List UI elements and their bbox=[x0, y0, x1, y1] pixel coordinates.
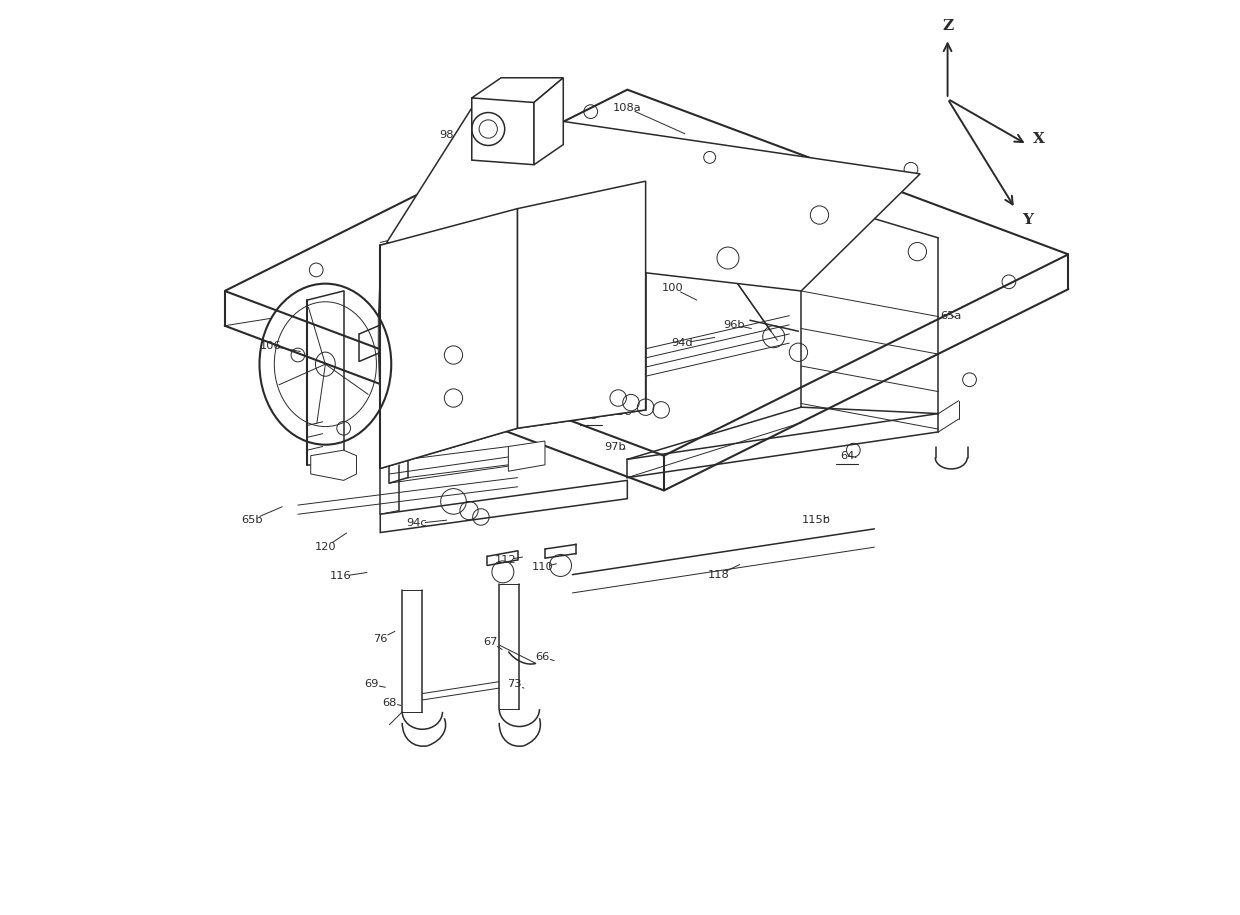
Text: 66: 66 bbox=[536, 652, 549, 662]
Text: 64: 64 bbox=[839, 451, 854, 460]
Polygon shape bbox=[381, 480, 627, 533]
Text: 97b: 97b bbox=[605, 442, 626, 451]
Text: 58: 58 bbox=[584, 412, 598, 421]
Text: 106: 106 bbox=[259, 341, 281, 350]
Text: 94c: 94c bbox=[407, 519, 428, 528]
Text: 98: 98 bbox=[439, 131, 454, 140]
Polygon shape bbox=[517, 181, 646, 428]
Polygon shape bbox=[224, 90, 1069, 456]
Text: 112: 112 bbox=[495, 555, 516, 565]
Text: 57: 57 bbox=[439, 274, 454, 284]
Text: 108a: 108a bbox=[613, 103, 641, 113]
Text: 96b: 96b bbox=[724, 320, 745, 329]
Text: 62: 62 bbox=[492, 382, 506, 391]
Text: 100: 100 bbox=[662, 284, 684, 293]
Polygon shape bbox=[471, 98, 534, 165]
Text: 65a: 65a bbox=[941, 311, 962, 320]
Text: 118: 118 bbox=[708, 570, 729, 579]
Text: 114: 114 bbox=[507, 453, 528, 462]
Text: 115a: 115a bbox=[518, 238, 547, 247]
Text: 88: 88 bbox=[572, 398, 587, 407]
Text: 120: 120 bbox=[315, 543, 336, 552]
Text: 68: 68 bbox=[382, 698, 397, 707]
Text: 73: 73 bbox=[507, 680, 522, 689]
Text: 96a: 96a bbox=[673, 241, 694, 250]
Text: X: X bbox=[1033, 132, 1045, 146]
Polygon shape bbox=[381, 209, 517, 468]
Polygon shape bbox=[387, 108, 920, 291]
Polygon shape bbox=[471, 78, 563, 102]
Text: 116: 116 bbox=[330, 572, 352, 581]
Polygon shape bbox=[311, 450, 356, 480]
Text: 65b: 65b bbox=[242, 515, 263, 524]
Text: 94d: 94d bbox=[671, 339, 693, 348]
Text: 76: 76 bbox=[373, 634, 387, 643]
Text: Z: Z bbox=[942, 18, 954, 33]
Text: 115b: 115b bbox=[802, 515, 831, 524]
Text: Y: Y bbox=[1022, 212, 1033, 227]
Text: 138: 138 bbox=[611, 407, 632, 416]
Text: 69: 69 bbox=[363, 680, 378, 689]
Text: 90: 90 bbox=[590, 405, 604, 414]
Text: 92: 92 bbox=[580, 387, 595, 396]
Text: 110: 110 bbox=[532, 563, 553, 572]
Polygon shape bbox=[534, 78, 563, 165]
Text: 67: 67 bbox=[482, 638, 497, 647]
Polygon shape bbox=[508, 441, 544, 471]
Text: 97a: 97a bbox=[413, 414, 434, 424]
